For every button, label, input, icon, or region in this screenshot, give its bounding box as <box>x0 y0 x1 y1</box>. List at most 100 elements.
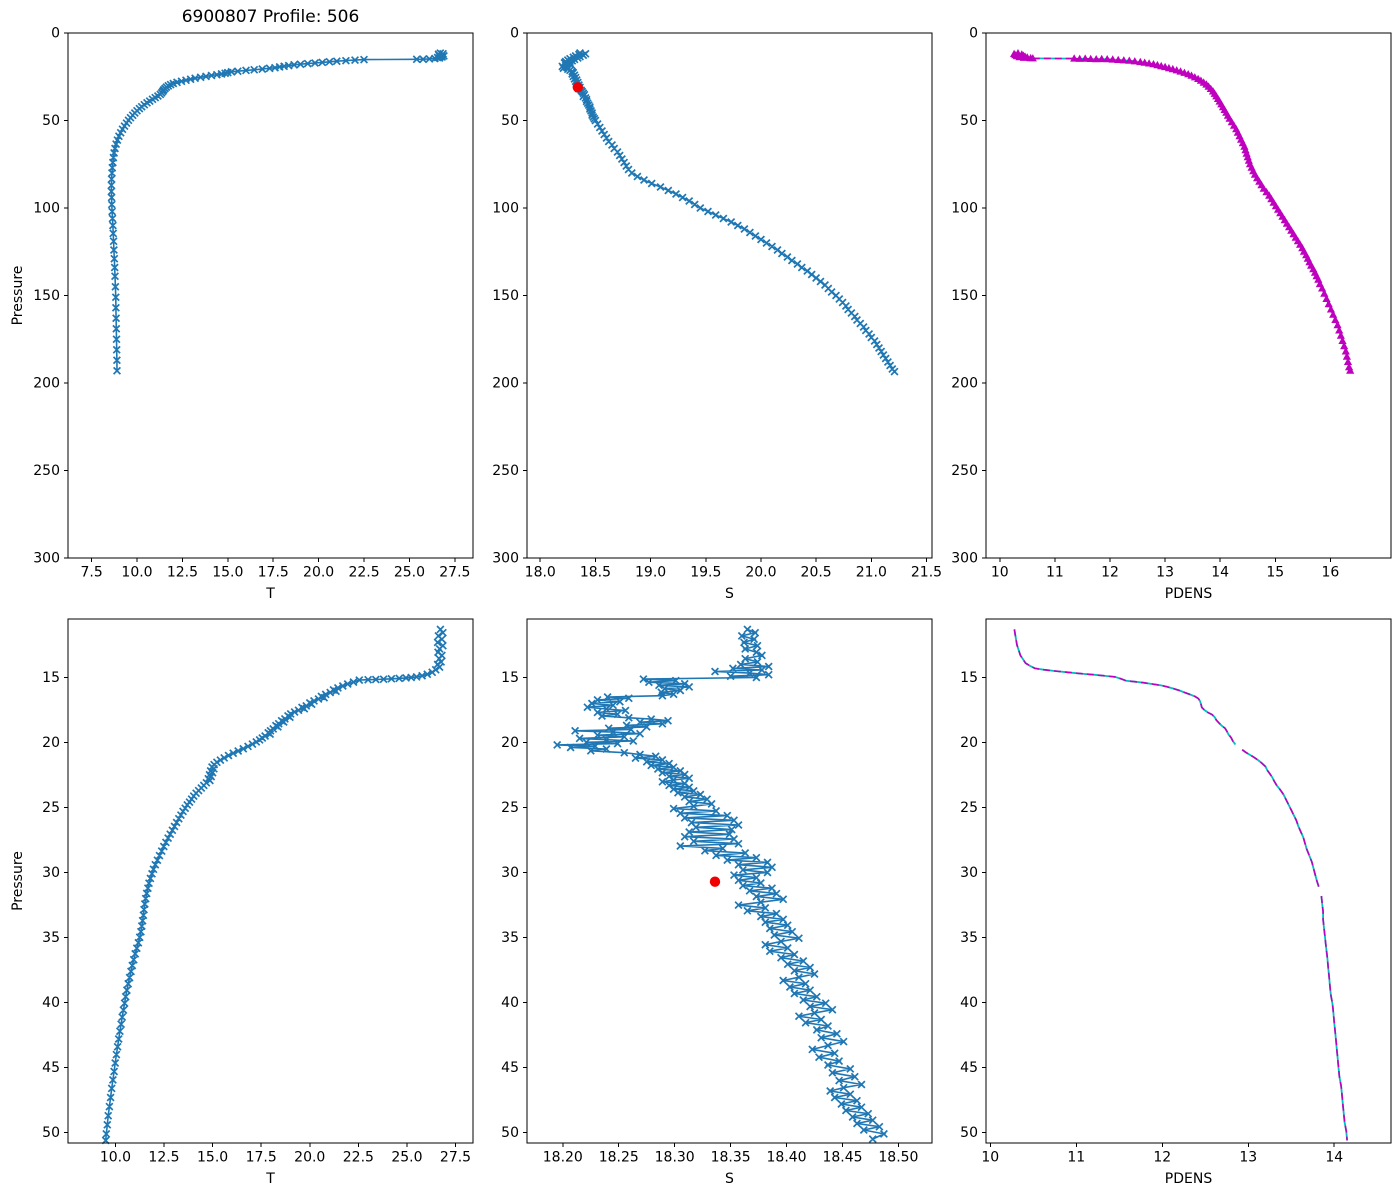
x-tick-label: 19.5 <box>690 565 721 581</box>
x-tick-label: 18.0 <box>525 565 556 581</box>
y-tick-label: 25 <box>960 800 978 816</box>
x-tick-label: 18.50 <box>878 1150 918 1166</box>
y-tick-label: 250 <box>951 463 978 479</box>
x-tick-label: 18.40 <box>767 1150 807 1166</box>
x-tick-label: 15.0 <box>212 565 243 581</box>
x-tick-label: 25.0 <box>394 565 425 581</box>
y-tick-label: 50 <box>960 1125 978 1141</box>
axes-frame <box>67 32 474 559</box>
x-tick-label: 21.0 <box>856 565 887 581</box>
x-tick-label: 22.5 <box>348 565 379 581</box>
x-tick-label: 15 <box>1266 565 1284 581</box>
x-axis-label: T <box>265 586 275 602</box>
x-tick-label: 10 <box>991 565 1009 581</box>
x-tick-label: 11 <box>1046 565 1064 581</box>
y-tick-label: 40 <box>960 995 978 1011</box>
y-tick-label: 100 <box>33 201 60 217</box>
x-tick-label: 18.30 <box>655 1150 695 1166</box>
x-tick-label: 12 <box>1101 565 1119 581</box>
pdens-zoom-line <box>1320 895 1348 1141</box>
x-tick-label: 20.0 <box>303 565 334 581</box>
pdens-zoom-underlay-line <box>1013 629 1237 746</box>
x-tick-label: 17.5 <box>258 565 289 581</box>
x-axis-label: PDENS <box>1165 1171 1213 1187</box>
highlight-point <box>572 82 583 93</box>
figure-title: 6900807 Profile: 506 <box>181 7 360 27</box>
y-tick-label: 0 <box>51 26 60 42</box>
y-axis-label: Pressure <box>10 266 26 326</box>
x-tick-label: 12.5 <box>148 1150 179 1166</box>
y-tick-label: 15 <box>501 670 519 686</box>
y-tick-label: 30 <box>960 865 978 881</box>
x-tick-label: 10.0 <box>121 565 152 581</box>
x-tick-label: 27.5 <box>439 565 470 581</box>
x-tick-label: 10 <box>981 1150 999 1166</box>
axes-frame <box>985 618 1392 1144</box>
subplot-pdens-full: 10 11 12 13 14 15 16 0 50 100 150 200 250 300 PDENS <box>951 26 1392 602</box>
y-tick-label: 200 <box>951 376 978 392</box>
x-tick-label: 16 <box>1321 565 1339 581</box>
x-tick-label: 13 <box>1156 565 1174 581</box>
y-tick-label: 25 <box>42 800 60 816</box>
y-tick-label: 20 <box>960 735 978 751</box>
subplot-salinity-zoom: 18.20 18.25 18.30 18.35 18.40 18.45 18.50 15 20 2… <box>501 618 933 1187</box>
y-axis-label: Pressure <box>10 851 26 911</box>
temperature-x-markers <box>107 55 369 375</box>
y-tick-label: 30 <box>501 865 519 881</box>
temperature-zoom-x-markers <box>101 625 447 1145</box>
x-tick-label: 10.0 <box>100 1150 131 1166</box>
y-tick-label: 300 <box>951 551 978 567</box>
temperature-zoom-line <box>104 628 445 1141</box>
y-tick-label: 0 <box>510 26 519 42</box>
x-tick-label: 15.0 <box>197 1150 228 1166</box>
y-tick-label: 20 <box>501 735 519 751</box>
x-tick-label: 17.5 <box>246 1150 277 1166</box>
salinity-zoom-x-markers <box>553 625 888 1144</box>
y-tick-label: 150 <box>492 288 519 304</box>
x-tick-label: 22.5 <box>343 1150 374 1166</box>
x-tick-label: 18.5 <box>580 565 611 581</box>
x-tick-label: 12 <box>1153 1150 1171 1166</box>
highlight-point <box>709 876 721 887</box>
y-tick-label: 250 <box>492 463 519 479</box>
y-tick-label: 50 <box>42 113 60 129</box>
y-tick-label: 100 <box>951 201 978 217</box>
y-tick-label: 45 <box>501 1060 519 1076</box>
pdens-zoom-line <box>1013 629 1237 745</box>
x-tick-label: 18.20 <box>543 1150 583 1166</box>
y-tick-label: 200 <box>33 376 60 392</box>
pdens-line <box>1074 57 1351 372</box>
y-tick-label: 35 <box>501 930 519 946</box>
y-tick-label: 30 <box>42 865 60 881</box>
axes-frame <box>526 618 933 1144</box>
y-tick-label: 50 <box>501 113 519 129</box>
pdens-triangle-markers <box>1010 49 1037 62</box>
y-tick-label: 20 <box>42 735 60 751</box>
pdens-zoom-underlay-line <box>1241 748 1320 888</box>
x-axis-label: S <box>725 1171 734 1187</box>
x-tick-label: 19.0 <box>635 565 666 581</box>
y-tick-label: 35 <box>42 930 60 946</box>
y-tick-label: 150 <box>33 288 60 304</box>
x-tick-label: 14 <box>1325 1150 1343 1166</box>
x-tick-label: 7.5 <box>80 565 102 581</box>
y-tick-label: 40 <box>501 995 519 1011</box>
y-tick-label: 25 <box>501 800 519 816</box>
y-tick-label: 100 <box>492 201 519 217</box>
x-tick-label: 14 <box>1211 565 1229 581</box>
y-tick-label: 45 <box>42 1060 60 1076</box>
y-tick-label: 35 <box>960 930 978 946</box>
salinity-zoom-line <box>557 628 887 1140</box>
x-tick-label: 20.0 <box>745 565 776 581</box>
y-tick-label: 45 <box>960 1060 978 1076</box>
x-tick-label: 27.5 <box>440 1150 471 1166</box>
axes-frame <box>67 618 474 1144</box>
x-tick-label: 25.0 <box>391 1150 422 1166</box>
x-axis-label: S <box>725 586 734 602</box>
subplot-pdens-zoom: 10 11 12 13 14 15 20 25 30 35 40 45 50 PDENS <box>960 618 1392 1187</box>
x-tick-label: 18.35 <box>711 1150 751 1166</box>
x-tick-label: 12.5 <box>167 565 198 581</box>
x-axis-label: T <box>265 1171 275 1187</box>
pdens-underlay-line <box>1074 57 1352 372</box>
y-tick-label: 0 <box>969 26 978 42</box>
